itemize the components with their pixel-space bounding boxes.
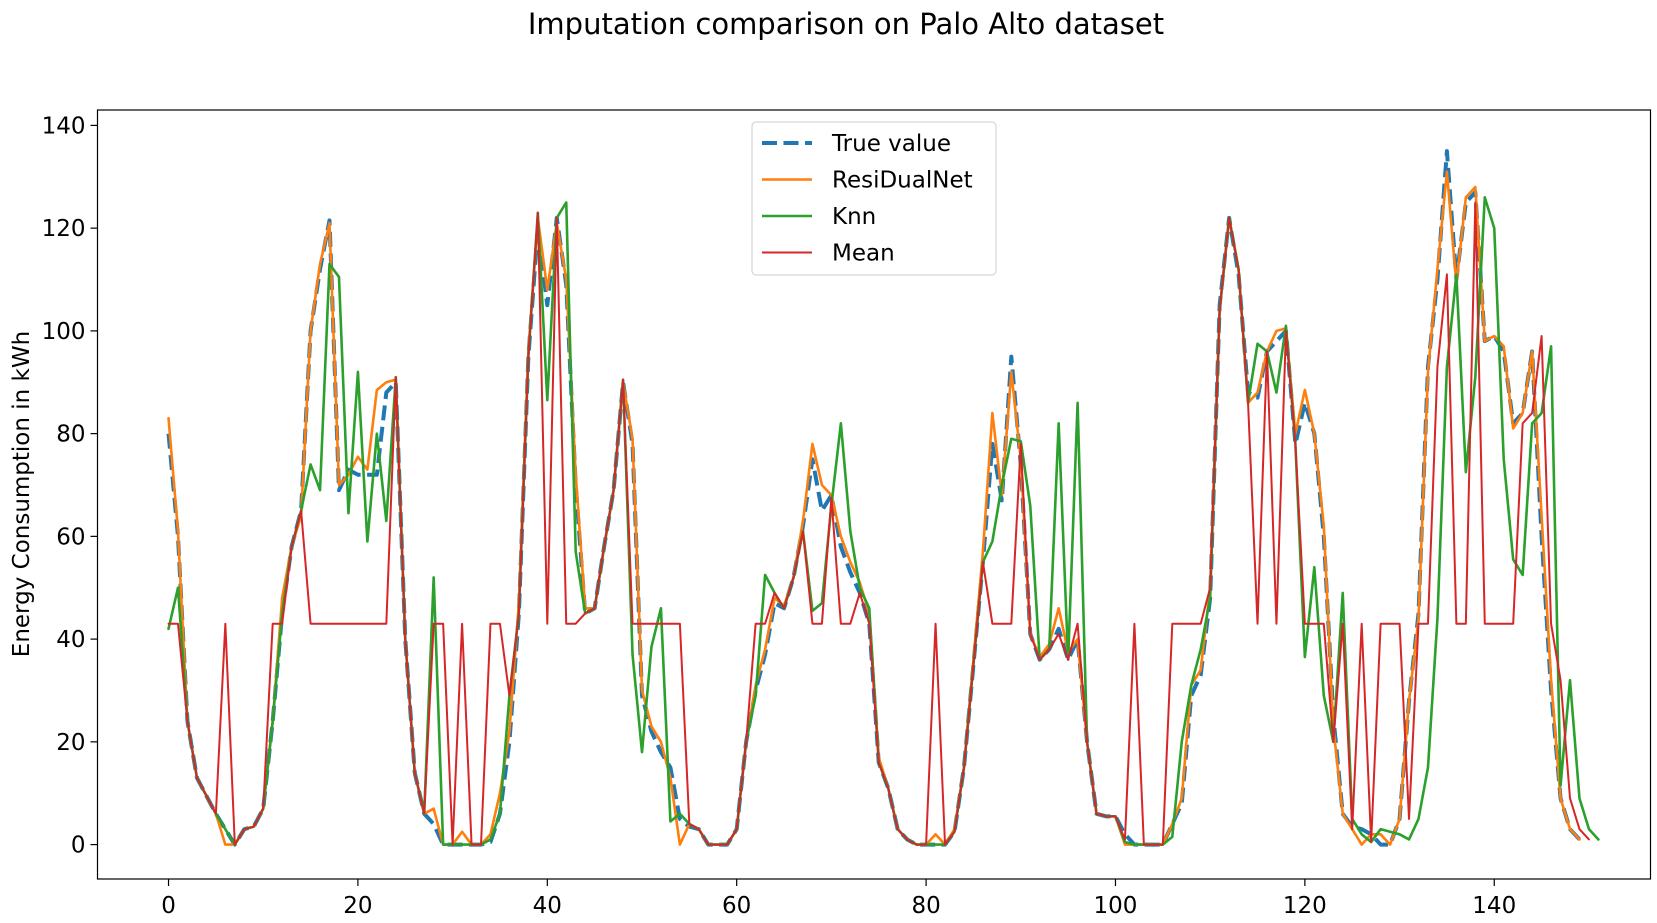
series-line-knn: [167, 196, 1600, 846]
x-tick-label: 0: [161, 893, 176, 919]
x-tick-label: 100: [1094, 893, 1138, 919]
y-tick-label: 140: [42, 113, 86, 139]
x-tick-label: 120: [1283, 893, 1327, 919]
x-tick-label: 80: [911, 893, 940, 919]
legend: True value ResiDualNet Knn Mean: [751, 121, 997, 276]
legend-box: [751, 121, 997, 276]
x-axis: 0 20 40 60 80 100 120 140: [161, 879, 1516, 919]
y-tick-label: 40: [56, 627, 85, 653]
y-tick-label: 20: [56, 730, 85, 756]
x-tick-label: 40: [533, 893, 562, 919]
x-tick-label: 140: [1472, 893, 1516, 919]
legend-label: Knn: [832, 204, 876, 230]
x-tick-label: 60: [722, 893, 751, 919]
y-tick-label: 120: [42, 216, 86, 242]
series-layer: [166, 149, 1600, 847]
y-tick-label: 100: [42, 319, 86, 345]
y-axis-label: Energy Consumption in kWh: [9, 331, 35, 657]
x-tick-label: 20: [343, 893, 372, 919]
chart-title: Imputation comparison on Palo Alto datas…: [528, 7, 1164, 41]
y-tick-label: 0: [71, 833, 86, 859]
legend-label: ResiDualNet: [832, 168, 973, 194]
y-tick-label: 80: [56, 422, 85, 448]
legend-label: Mean: [832, 241, 895, 267]
plot-area: [96, 109, 1652, 880]
series-line-mean: [167, 201, 1590, 846]
legend-label: True value: [831, 131, 951, 157]
y-axis: 0 20 40 60 80 100 120 140: [42, 113, 98, 859]
y-tick-label: 60: [56, 524, 85, 550]
